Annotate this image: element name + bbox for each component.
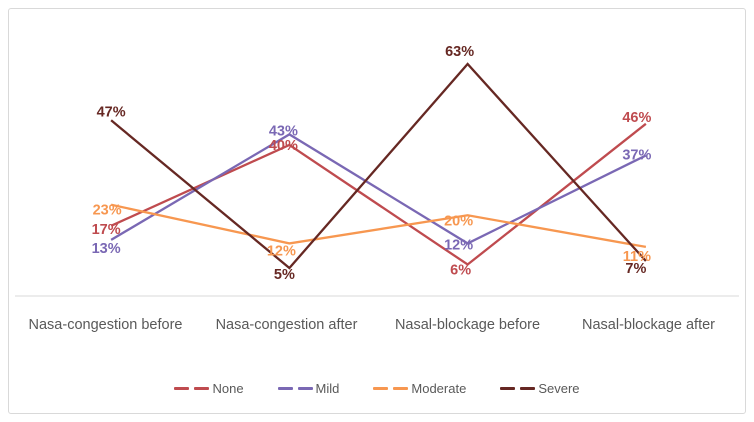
x-axis-category-label-0: Nasa-congestion before [28, 317, 183, 333]
x-axis-category-labels: Nasa-congestion before Nasa-congestion af… [15, 317, 739, 333]
series-line-severe[interactable] [110, 62, 647, 270]
chart-frame [8, 8, 746, 414]
legend-item-label: Mild [315, 381, 340, 396]
data-label-mild-0: 13% [92, 241, 121, 257]
data-label-none-0: 17% [92, 222, 121, 238]
data-label-severe-1: 5% [274, 267, 295, 283]
data-label-none-1: 40% [269, 138, 298, 154]
data-label-severe-2: 63% [445, 44, 474, 60]
data-label-none-2: 6% [450, 262, 471, 278]
data-label-moderate-1: 12% [267, 243, 296, 259]
legend-dash-icon [500, 387, 516, 390]
data-label-moderate-2: 20% [444, 213, 473, 229]
legend-dash-icon [277, 387, 293, 390]
legend-item-moderate[interactable]: Moderate [373, 381, 466, 396]
legend-dash-icon [520, 387, 536, 390]
data-label-mild-3: 37% [622, 147, 651, 163]
legend-item-none[interactable]: None [174, 381, 244, 396]
legend-dash-icon [297, 387, 313, 390]
legend-item-label: Severe [538, 381, 580, 396]
legend-dash-icon [393, 387, 409, 390]
x-axis-category-label-3: Nasal-blockage after [582, 317, 715, 333]
legend-dash-icon [373, 387, 389, 390]
x-axis-category-label-2: Nasal-blockage before [394, 317, 541, 333]
data-label-severe-3: 7% [625, 261, 646, 277]
data-label-moderate-3: 11% [623, 249, 651, 265]
x-axis-category-label-1: Nasa-congestion after [215, 317, 358, 333]
legend-dash-icon [174, 387, 190, 390]
series-line-mild[interactable] [110, 133, 647, 245]
series-line-none[interactable] [110, 122, 647, 266]
legend-item-severe[interactable]: Severe [500, 381, 580, 396]
legend-item-mild[interactable]: Mild [277, 381, 340, 396]
legend-dash-icon [194, 387, 210, 390]
data-label-severe-0: 47% [97, 104, 126, 120]
legend-item-label: Moderate [411, 381, 467, 396]
legend: None Mild Moderate Severe [0, 381, 754, 396]
series-line-moderate[interactable] [110, 203, 647, 249]
legend-item-label: None [212, 381, 244, 396]
data-label-moderate-0: 23% [93, 203, 122, 219]
data-label-mild-1: 43% [269, 123, 298, 139]
data-label-mild-2: 12% [444, 237, 473, 253]
data-label-none-3: 46% [622, 110, 651, 126]
